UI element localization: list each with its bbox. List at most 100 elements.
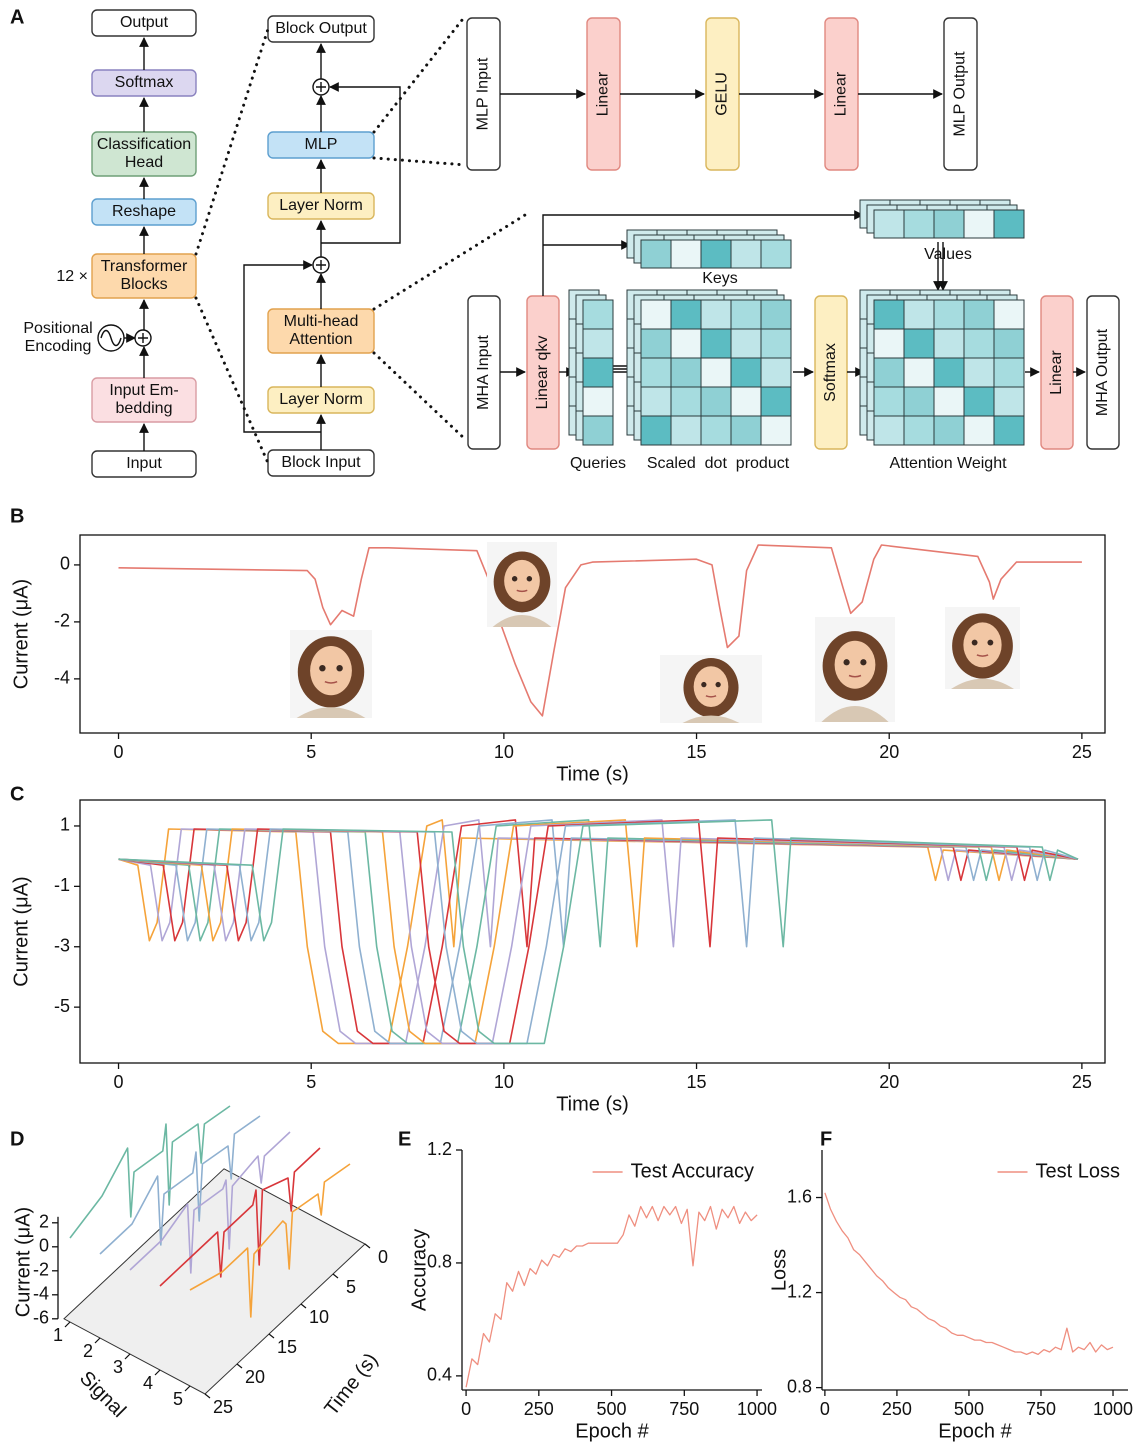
x-tick-label: 15 <box>687 1072 707 1092</box>
x-tick-label: 0 <box>114 1072 124 1092</box>
matrix-cell <box>904 387 934 416</box>
node-label: Output <box>120 14 169 31</box>
node-label: MLP Input <box>475 57 492 130</box>
matrix-cell <box>904 210 934 238</box>
face-skin <box>310 646 352 695</box>
node-label: Classification <box>97 136 191 153</box>
matrix-cell <box>964 329 994 358</box>
z-tick-label: 2 <box>39 1212 49 1232</box>
x-tick-label: 250 <box>882 1399 912 1419</box>
node-label: Layer Norm <box>279 391 363 408</box>
x-tick-label: 250 <box>524 1399 554 1419</box>
node-label: Attention <box>289 331 352 348</box>
matrix-cell <box>934 387 964 416</box>
matrix-cell <box>731 387 761 416</box>
y-tick <box>185 1386 190 1391</box>
node-label: GELU <box>714 72 731 116</box>
matrix-cell <box>761 387 791 416</box>
node-label: Transformer <box>101 258 188 275</box>
x-axis-title: Time (s) <box>556 1093 629 1115</box>
x-tick <box>333 1274 338 1278</box>
y-tick <box>65 1322 70 1327</box>
y-tick-label: 0.8 <box>427 1252 452 1272</box>
node-label: MHA Output <box>1094 328 1111 416</box>
y-tick-label: 5 <box>173 1389 183 1409</box>
y-tick <box>95 1338 100 1343</box>
panel-label: D <box>10 1128 24 1150</box>
matrix-cell <box>994 416 1024 445</box>
matrix-cell <box>994 300 1024 329</box>
x-tick-label: 25 <box>1072 742 1092 762</box>
node-label: Encoding <box>25 338 92 355</box>
face-eye <box>972 640 978 646</box>
x-tick-label: 5 <box>346 1277 356 1297</box>
y-axis-title: Accuracy <box>408 1229 430 1311</box>
y-tick <box>125 1354 130 1359</box>
matrix-cell <box>731 300 761 329</box>
x-tick-label: 0 <box>820 1399 830 1419</box>
x-tick-label: 0 <box>378 1247 388 1267</box>
matrix-cell <box>641 300 671 329</box>
matrix-cell <box>731 416 761 445</box>
x-tick-label: 20 <box>879 1072 899 1092</box>
zoom-line <box>374 15 466 132</box>
matrix-cell <box>583 300 613 329</box>
matrix-cell <box>964 387 994 416</box>
x-tick-label: 5 <box>306 742 316 762</box>
x-tick-label: 25 <box>1072 1072 1092 1092</box>
node-label: Queries <box>570 455 626 472</box>
matrix-cell <box>874 329 904 358</box>
matrix-cell <box>934 210 964 238</box>
y-tick-label: 3 <box>113 1357 123 1377</box>
y-tick-label: 1.2 <box>787 1281 812 1301</box>
matrix-cell <box>671 240 701 268</box>
node-label: Values <box>924 246 972 263</box>
y-tick-label: 4 <box>143 1373 153 1393</box>
x-tick-label: 1000 <box>1093 1399 1133 1419</box>
matrix-cell <box>671 300 701 329</box>
y-tick-label: 1.6 <box>787 1186 812 1206</box>
matrix-cell <box>701 416 731 445</box>
y-tick-label: 1 <box>60 815 70 835</box>
matrix-cell <box>904 358 934 387</box>
node-label: Linear <box>833 71 850 116</box>
face-skin <box>694 666 729 707</box>
matrix-cell <box>994 329 1024 358</box>
x-tick-label: 20 <box>879 742 899 762</box>
matrix-cell <box>641 240 671 268</box>
node-label: Head <box>125 154 163 171</box>
node-label: Linear <box>1048 350 1065 395</box>
node-label: 12 × <box>56 268 88 285</box>
face-eye <box>843 659 849 665</box>
matrix-cell <box>874 358 904 387</box>
panel-label: C <box>10 783 24 805</box>
matrix-cell <box>761 358 791 387</box>
face-image <box>290 630 372 718</box>
z-tick-label: -4 <box>33 1284 49 1304</box>
matrix-cell <box>874 387 904 416</box>
x-tick-label: 15 <box>277 1337 297 1357</box>
matrix-cell <box>583 329 613 358</box>
face-eye <box>319 665 325 671</box>
y-tick-label: -4 <box>54 668 70 688</box>
x-tick-label: 10 <box>494 1072 514 1092</box>
matrix-cell <box>874 300 904 329</box>
node-label: MHA Input <box>475 335 492 410</box>
y-axis-title: Current (μA) <box>10 876 32 986</box>
zoom-line <box>196 298 268 463</box>
matrix-cell <box>583 416 613 445</box>
node-label: Multi-head <box>284 313 359 330</box>
face-eye <box>701 682 706 687</box>
panel-label: E <box>398 1128 411 1150</box>
matrix-cell <box>761 240 791 268</box>
node-label: MLP <box>305 136 338 153</box>
x-tick <box>237 1364 242 1368</box>
matrix-cell <box>994 358 1024 387</box>
matrix-cell <box>964 358 994 387</box>
matrix-cell <box>671 387 701 416</box>
x-tick-label: 10 <box>494 742 514 762</box>
x-tick-label: 5 <box>306 1072 316 1092</box>
x-tick-label: 500 <box>597 1399 627 1419</box>
matrix-cell <box>964 300 994 329</box>
x-tick <box>205 1394 210 1398</box>
